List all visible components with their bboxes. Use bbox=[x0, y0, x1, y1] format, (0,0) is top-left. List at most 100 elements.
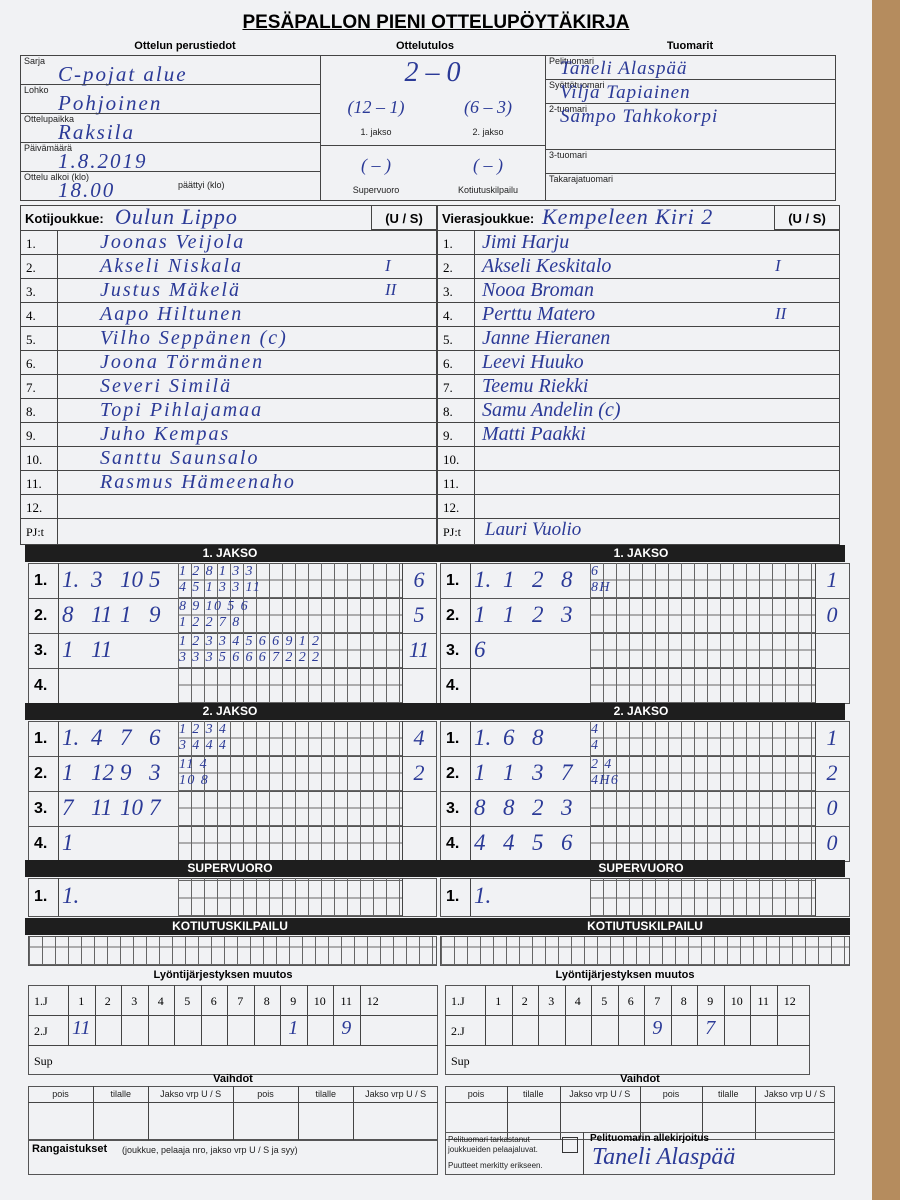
rule bbox=[470, 598, 471, 633]
subs-heading: Vaihdot bbox=[213, 1073, 253, 1085]
rule bbox=[58, 721, 59, 756]
rule bbox=[58, 791, 59, 826]
player-name: Samu Andelin (c) bbox=[482, 399, 621, 421]
field-value: C-pojat alue bbox=[58, 62, 188, 86]
lineup-column: 7 bbox=[654, 994, 661, 1008]
rule bbox=[58, 563, 59, 598]
field-value: Vilja Tapiainen bbox=[560, 82, 691, 103]
player-number: 4. bbox=[443, 308, 453, 323]
rule bbox=[815, 633, 816, 668]
batter-entry: 8 bbox=[532, 724, 544, 750]
batter-entry: 3 bbox=[91, 566, 103, 592]
player-name: Vilho Seppänen (c) bbox=[100, 327, 288, 349]
player-mark: II bbox=[385, 280, 397, 299]
period-bar bbox=[25, 545, 845, 562]
runs-grid bbox=[178, 791, 402, 826]
player-number: 12. bbox=[26, 500, 43, 515]
batter-entry: 10 bbox=[120, 566, 143, 592]
section-heading: Ottelun perustiedot bbox=[134, 40, 236, 52]
field-label: 3-tuomari bbox=[549, 150, 588, 160]
subs-column: Jakso vrp U / S bbox=[569, 1089, 631, 1099]
lineup-column: 3 bbox=[548, 994, 555, 1008]
subs-heading: Vaihdot bbox=[620, 1073, 660, 1085]
rule bbox=[815, 598, 816, 633]
runs-entry: 4H6 bbox=[591, 773, 620, 788]
contest-grid bbox=[28, 936, 437, 966]
rule bbox=[697, 985, 698, 1045]
field-label: Sarja bbox=[24, 56, 46, 66]
runs-entry: 1 2 2 7 8 bbox=[179, 615, 241, 630]
player-name: Janne Hieranen bbox=[482, 327, 611, 349]
batter-entry: 1 bbox=[503, 759, 515, 785]
period-heading: 1. JAKSO bbox=[613, 546, 669, 560]
row-label: 1. bbox=[446, 729, 460, 747]
rule bbox=[470, 878, 471, 916]
player-name: Topi Pihlajamaa bbox=[100, 399, 264, 421]
row-total: 2 bbox=[413, 759, 425, 785]
row-label: 2. bbox=[34, 606, 48, 624]
batter-entry: 8 bbox=[62, 601, 74, 627]
rule bbox=[402, 878, 403, 916]
batter-entry: 1. bbox=[62, 724, 80, 750]
player-number: 5. bbox=[26, 332, 36, 347]
player-mark: I bbox=[385, 256, 391, 275]
batter-entry: 4 bbox=[474, 829, 486, 855]
runs-grid bbox=[590, 791, 815, 826]
lineup-row-label: Sup bbox=[34, 1054, 53, 1068]
rule bbox=[437, 494, 840, 495]
batter-entry: 6 bbox=[149, 724, 161, 750]
rule bbox=[68, 985, 69, 1045]
rule bbox=[564, 985, 566, 1045]
subs-column: Jakso vrp U / S bbox=[160, 1089, 222, 1099]
row-label: 4. bbox=[34, 834, 48, 852]
player-number: 12. bbox=[443, 500, 460, 515]
row-label: 2. bbox=[446, 764, 460, 782]
rule bbox=[644, 985, 645, 1045]
player-number: 1. bbox=[26, 236, 36, 251]
runs-entry: 10 8 bbox=[179, 773, 210, 788]
subs-column: tilalle bbox=[315, 1089, 336, 1099]
player-name: Leevi Huuko bbox=[482, 351, 584, 373]
us-box: (U / S) bbox=[371, 205, 437, 230]
runs-grid bbox=[590, 826, 815, 861]
lineup-entry: 7 bbox=[705, 1017, 716, 1039]
signature-label: Pelituomarin allekirjoitus bbox=[590, 1133, 709, 1144]
runs-entry: 8 9 10 5 6 bbox=[179, 599, 249, 614]
rule bbox=[815, 826, 816, 861]
player-name: Akseli Keskitalo bbox=[482, 255, 612, 277]
row-total: 2 bbox=[826, 759, 838, 785]
team-name: Kempeleen Kiri 2 bbox=[542, 204, 714, 229]
row-total: 0 bbox=[826, 601, 838, 627]
check-box bbox=[445, 1132, 835, 1175]
field-value: Taneli Alaspää bbox=[560, 58, 688, 79]
footer-box bbox=[28, 1140, 438, 1175]
player-number: 6. bbox=[443, 356, 453, 371]
rule bbox=[28, 1015, 438, 1016]
batter-entry: 2 bbox=[532, 601, 544, 627]
row-label: 3. bbox=[446, 641, 460, 659]
runs-entry: 8H bbox=[591, 580, 611, 595]
subs-column: tilalle bbox=[110, 1089, 131, 1099]
player-name: Rasmus Hämeenaho bbox=[100, 471, 296, 493]
lineup-column: 11 bbox=[340, 994, 353, 1008]
runs-grid bbox=[178, 563, 402, 598]
rule bbox=[445, 1015, 810, 1016]
form-sheet: PESÄPALLON PIENI OTTELUPÖYTÄKIRJA Ottelun… bbox=[0, 0, 872, 1200]
rule bbox=[815, 668, 816, 703]
batter-entry: 3 bbox=[149, 759, 161, 785]
player-number: 9. bbox=[26, 428, 36, 443]
batter-entry: 1. bbox=[474, 566, 492, 592]
runs-grid bbox=[178, 878, 402, 916]
batter-entry: 1. bbox=[474, 883, 492, 908]
lineup-entry: 1 bbox=[288, 1017, 299, 1039]
player-number: 10. bbox=[443, 452, 460, 467]
lineup-heading: Lyöntijärjestyksen muutos bbox=[153, 969, 293, 981]
runs-entry: 1 2 3 3 4 5 6 6 9 1 2 bbox=[179, 634, 321, 649]
rule bbox=[402, 598, 403, 633]
section-heading: Tuomarit bbox=[666, 40, 714, 52]
lineup-grid bbox=[445, 985, 810, 1075]
player-name: Teemu Riekki bbox=[482, 375, 589, 397]
runs-entry: 3 4 4 4 bbox=[179, 738, 228, 753]
rule bbox=[545, 173, 836, 174]
pj-name: Lauri Vuolio bbox=[485, 519, 582, 540]
